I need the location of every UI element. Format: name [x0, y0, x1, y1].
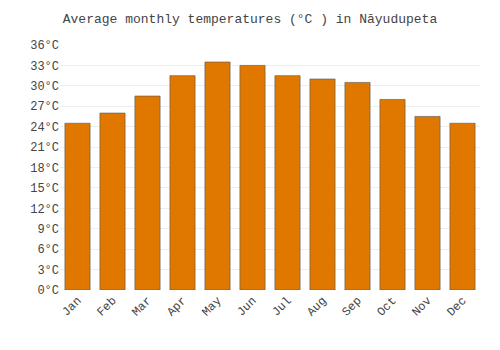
svg-text:Sep: Sep	[339, 294, 364, 319]
svg-text:21°C: 21°C	[30, 141, 59, 155]
svg-text:12°C: 12°C	[30, 203, 59, 217]
svg-text:May: May	[199, 294, 224, 319]
svg-text:9°C: 9°C	[37, 223, 59, 237]
svg-text:Feb: Feb	[94, 294, 119, 319]
svg-text:33°C: 33°C	[30, 60, 59, 74]
svg-text:6°C: 6°C	[37, 243, 59, 257]
svg-text:Jan: Jan	[59, 294, 84, 319]
svg-text:27°C: 27°C	[30, 100, 59, 114]
svg-text:Jul: Jul	[269, 294, 294, 319]
svg-text:Nov: Nov	[409, 294, 434, 319]
svg-text:36°C: 36°C	[30, 39, 59, 53]
svg-text:18°C: 18°C	[30, 162, 59, 176]
svg-text:Dec: Dec	[444, 294, 469, 319]
svg-text:Aug: Aug	[304, 294, 329, 319]
svg-text:Jun: Jun	[234, 294, 259, 319]
svg-text:Mar: Mar	[129, 294, 154, 319]
svg-text:3°C: 3°C	[37, 264, 59, 278]
svg-text:Apr: Apr	[164, 294, 189, 319]
svg-text:Oct: Oct	[374, 294, 399, 319]
svg-text:15°C: 15°C	[30, 182, 59, 196]
svg-text:0°C: 0°C	[37, 284, 59, 298]
svg-text:Average monthly temperatures (: Average monthly temperatures (°C ) in Nā…	[63, 12, 438, 27]
svg-text:24°C: 24°C	[30, 121, 59, 135]
svg-text:30°C: 30°C	[30, 80, 59, 94]
